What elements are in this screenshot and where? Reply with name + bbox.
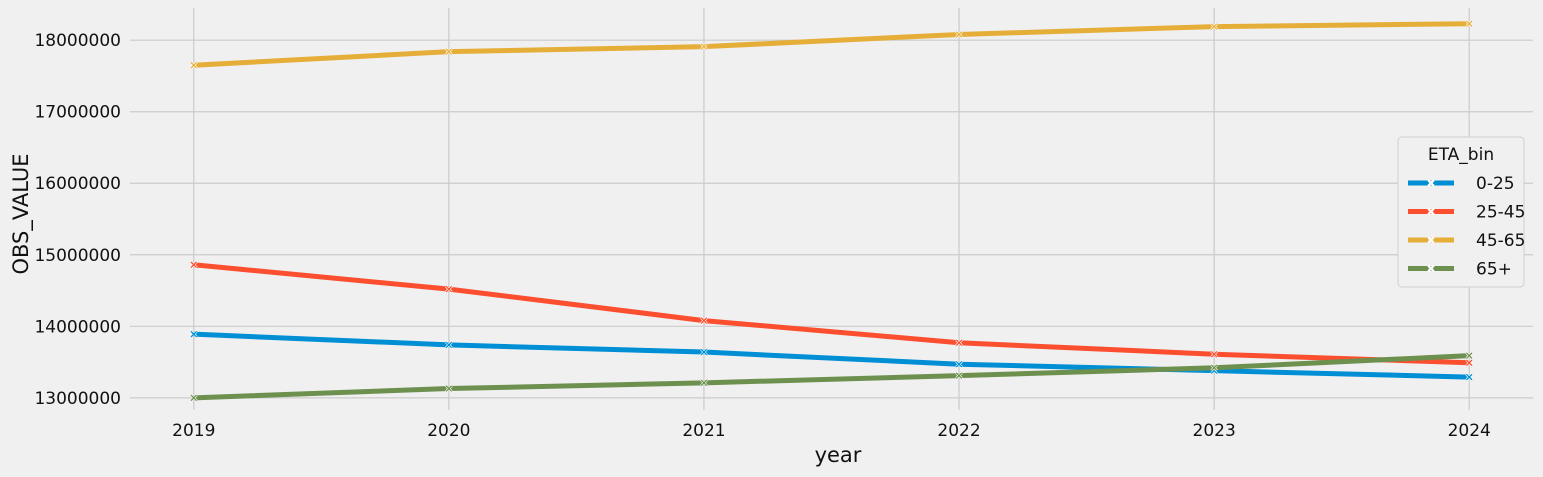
legend-item: 0-25 <box>1408 174 1515 194</box>
data-point <box>955 371 963 380</box>
x-tick-label: 2023 <box>1193 421 1236 441</box>
series-line-65+ <box>193 353 1470 401</box>
data-point <box>1465 359 1473 367</box>
series-line-0-25 <box>193 331 1470 380</box>
data-point <box>445 285 453 293</box>
y-tick-label: 13000000 <box>34 389 121 409</box>
y-tick-label: 16000000 <box>34 174 121 194</box>
x-tick-label: 2022 <box>937 421 980 441</box>
data-point <box>445 384 453 393</box>
data-point <box>1465 351 1473 360</box>
legend-label: 0-25 <box>1476 174 1515 194</box>
data-point <box>445 47 453 56</box>
legend-title: ETA_bin <box>1428 145 1494 165</box>
data-point <box>190 261 198 269</box>
legend-label: 65+ <box>1476 260 1512 280</box>
legend-item: 45-65 <box>1408 231 1525 251</box>
y-tick-label: 17000000 <box>34 103 121 123</box>
data-point <box>1465 373 1473 381</box>
x-ticks: 2019 2020 2021 2022 2023 2024 <box>172 421 1491 441</box>
data-point <box>445 341 453 349</box>
legend-item: 25-45 <box>1408 203 1525 223</box>
legend-label: 45-65 <box>1476 231 1525 251</box>
y-axis-label: OBS_VALUE <box>9 153 34 274</box>
data-point <box>700 316 708 325</box>
data-point <box>700 348 708 356</box>
x-tick-label: 2019 <box>172 421 215 441</box>
data-point <box>190 61 198 69</box>
legend: ETA_bin 0-25 25-45 45-65 65+ <box>1397 136 1525 288</box>
x-axis-label: year <box>815 443 862 467</box>
y-tick-label: 18000000 <box>34 31 121 51</box>
series-layer <box>190 20 1473 402</box>
data-point <box>955 339 963 347</box>
data-point <box>190 330 198 338</box>
data-point <box>1465 20 1473 28</box>
data-point <box>955 360 963 368</box>
y-tick-label: 14000000 <box>34 317 121 337</box>
data-point <box>955 30 963 39</box>
x-tick-label: 2021 <box>682 421 725 441</box>
x-tick-label: 2024 <box>1448 421 1491 441</box>
x-tick-label: 2020 <box>427 421 470 441</box>
legend-label: 25-45 <box>1476 203 1525 223</box>
y-tick-label: 15000000 <box>34 246 121 266</box>
series-line-45-65 <box>193 21 1470 68</box>
plot-background <box>130 8 1533 410</box>
data-point <box>1210 364 1218 372</box>
data-point <box>1210 22 1218 31</box>
legend-box <box>1397 136 1525 288</box>
data-point <box>700 42 708 51</box>
legend-item: 65+ <box>1408 260 1512 280</box>
legend-items: 0-25 25-45 45-65 65+ <box>1408 174 1525 280</box>
series-line-25-45 <box>193 262 1470 366</box>
data-point <box>190 394 198 402</box>
data-point <box>1210 350 1218 358</box>
y-ticks: 13000000 14000000 15000000 16000000 17000000… <box>34 31 121 409</box>
data-point <box>700 379 708 387</box>
